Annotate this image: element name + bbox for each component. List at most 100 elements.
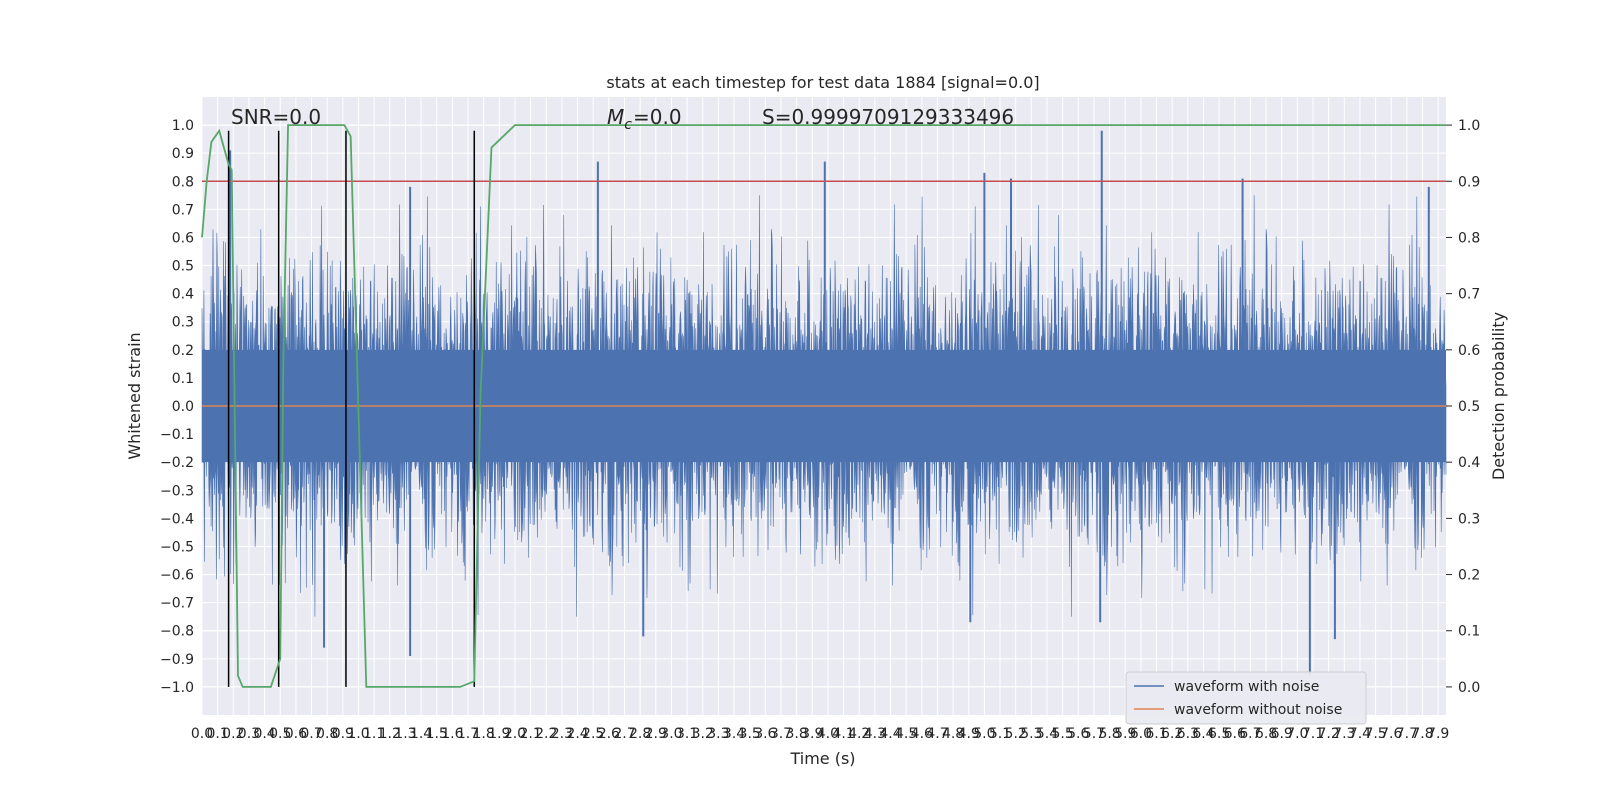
x-tick-label: 1.6 [441, 726, 463, 742]
x-tick-label: 6.0 [1130, 726, 1152, 742]
right-y-tick-label: 0.4 [1458, 455, 1480, 471]
legend-box [1125, 671, 1367, 725]
left-y-tick-label: 0.6 [172, 230, 194, 246]
x-tick-label: 3.6 [754, 726, 776, 742]
detection-probability-line [201, 124, 1446, 688]
left-y-tick-label: 0.4 [172, 287, 194, 303]
x-tick-label: 6.9 [1271, 726, 1293, 742]
x-tick-label: 2.2 [535, 726, 557, 742]
left-y-tick-label: −0.1 [160, 427, 194, 443]
left-y-tick-label: 0.2 [172, 343, 194, 359]
x-tick-label: 7.9 [1427, 726, 1449, 742]
x-axis-label: Time (s) [789, 749, 855, 768]
x-tick-labels: 0.00.10.20.30.40.50.60.70.80.91.01.11.21… [191, 726, 1449, 742]
x-tick-label: 4.1 [832, 726, 854, 742]
left-y-tick-label: −0.5 [160, 539, 194, 555]
x-tick-label: 3.3 [707, 726, 729, 742]
x-tick-label: 6.2 [1161, 726, 1183, 742]
x-tick-label: 4.0 [817, 726, 839, 742]
x-tick-label: 3.4 [723, 726, 745, 742]
x-tick-label: 5.9 [1114, 726, 1136, 742]
x-tick-label: 6.3 [1177, 726, 1199, 742]
x-tick-label: 2.4 [566, 726, 588, 742]
x-tick-label: 1.9 [488, 726, 510, 742]
x-tick-label: 2.1 [519, 726, 541, 742]
x-tick-label: 5.3 [1020, 726, 1042, 742]
s-annotation: S=0.9999709129333496 [762, 105, 1014, 129]
x-tick-label: 6.6 [1224, 726, 1246, 742]
x-tick-label: 1.2 [379, 726, 401, 742]
x-tick-label: 5.8 [1098, 726, 1120, 742]
x-tick-label: 3.0 [660, 726, 682, 742]
left-y-tick-label: 0.9 [172, 146, 194, 162]
right-y-tick-label: 0.6 [1458, 343, 1480, 359]
x-tick-label: 0.7 [300, 726, 322, 742]
right-y-tick-label: 0.8 [1458, 230, 1480, 246]
left-y-tick-label: −0.2 [160, 455, 194, 471]
left-y-tick-label: −1.0 [160, 680, 194, 696]
x-tick-label: 1.8 [473, 726, 495, 742]
left-y-tick-label: 0.5 [172, 259, 194, 275]
left-y-tick-label: −0.8 [160, 624, 194, 640]
x-tick-label: 0.0 [191, 726, 213, 742]
x-tick-label: 6.7 [1239, 726, 1261, 742]
left-y-tick-label: −0.9 [160, 652, 194, 668]
x-tick-label: 5.2 [1005, 726, 1027, 742]
x-tick-label: 0.8 [316, 726, 338, 742]
x-tick-label: 7.4 [1349, 726, 1371, 742]
right-y-tick-label: 1.0 [1458, 118, 1480, 134]
legend-label-noise: waveform with noise [1174, 679, 1319, 695]
x-tick-label: 1.1 [363, 726, 385, 742]
x-tick-label: 7.0 [1286, 726, 1308, 742]
right-y-tick-label: 0.1 [1458, 624, 1480, 640]
right-y-tick-label: 0.3 [1458, 511, 1480, 527]
x-tick-label: 5.1 [989, 726, 1011, 742]
x-tick-label: 0.1 [207, 726, 229, 742]
x-tick-label: 7.8 [1411, 726, 1433, 742]
x-tick-label: 6.5 [1208, 726, 1230, 742]
x-tick-label: 3.7 [770, 726, 792, 742]
x-tick-label: 4.6 [911, 726, 933, 742]
x-tick-label: 3.5 [739, 726, 761, 742]
left-y-axis-label: Whitened strain [125, 332, 144, 459]
x-tick-label: 2.5 [582, 726, 604, 742]
x-tick-label: 0.9 [332, 726, 354, 742]
x-tick-label: 7.7 [1396, 726, 1418, 742]
x-tick-label: 3.1 [676, 726, 698, 742]
right-y-tick-labels: 0.0 0.1 0.2 0.3 0.4 0.5 0.6 0.7 0.8 0.9 1.0 [1446, 118, 1480, 696]
x-tick-label: 0.3 [238, 726, 260, 742]
left-y-tick-label: 0.0 [172, 399, 194, 415]
x-tick-label: 4.9 [958, 726, 980, 742]
x-tick-label: 2.7 [613, 726, 635, 742]
x-tick-label: 5.6 [1067, 726, 1089, 742]
x-tick-label: 2.8 [629, 726, 651, 742]
x-tick-label: 5.0 [973, 726, 995, 742]
x-tick-label: 5.5 [1051, 726, 1073, 742]
x-tick-label: 1.3 [394, 726, 416, 742]
x-tick-label: 0.6 [285, 726, 307, 742]
x-tick-label: 3.9 [801, 726, 823, 742]
left-y-tick-label: −0.4 [160, 511, 194, 527]
x-tick-label: 1.5 [426, 726, 448, 742]
chart-marks [201, 124, 1446, 688]
x-tick-label: 0.5 [269, 726, 291, 742]
x-tick-label: 7.2 [1318, 726, 1340, 742]
x-tick-label: 3.8 [785, 726, 807, 742]
right-y-tick-label: 0.7 [1458, 287, 1480, 303]
x-tick-label: 2.0 [504, 726, 526, 742]
x-tick-label: 6.1 [1145, 726, 1167, 742]
right-y-tick-label: 0.9 [1458, 174, 1480, 190]
x-tick-label: 4.8 [942, 726, 964, 742]
left-y-tick-label: 0.3 [172, 315, 194, 331]
x-tick-label: 1.0 [347, 726, 369, 742]
x-tick-label: 7.3 [1333, 726, 1355, 742]
x-tick-label: 7.5 [1364, 726, 1386, 742]
right-y-tick-label: 0.2 [1458, 568, 1480, 584]
x-tick-label: 4.7 [926, 726, 948, 742]
x-tick-label: 5.7 [1083, 726, 1105, 742]
x-tick-label: 2.9 [645, 726, 667, 742]
x-tick-label: 7.1 [1302, 726, 1324, 742]
chart-title: stats at each timestep for test data 188… [606, 73, 1039, 92]
legend: waveform with noise waveform without noi… [1125, 671, 1367, 725]
